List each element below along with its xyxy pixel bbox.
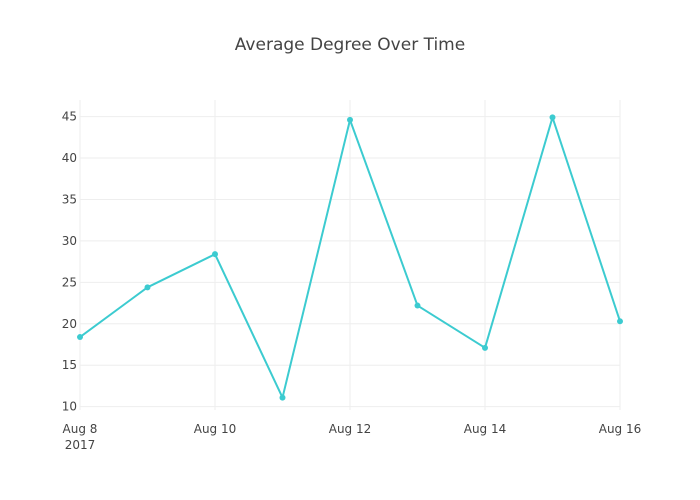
x-tick-label: Aug 14 [464,422,507,436]
data-point[interactable] [549,114,556,121]
series-layer [77,114,623,401]
data-point[interactable] [77,334,83,341]
y-tick-label: 35 [62,192,77,206]
y-tick-label: 10 [62,400,77,414]
data-point[interactable] [347,116,353,123]
data-point[interactable] [279,394,286,401]
x-tick-label: Aug 16 [599,422,642,436]
data-point[interactable] [482,344,488,351]
data-point[interactable] [144,284,151,291]
x-tick-label: Aug 10 [194,422,237,436]
chart-title: Average Degree Over Time [235,35,465,55]
data-point[interactable] [414,302,421,309]
y-tick-label: 20 [62,317,77,331]
y-tick-label: 30 [62,234,77,248]
y-tick-label: 25 [62,275,77,289]
data-point[interactable] [212,251,218,258]
grid-lines [79,100,621,410]
y-tick-label: 40 [62,151,77,165]
x-tick-year-label: 2017 [65,438,96,452]
x-tick-label: Aug 8 [63,422,98,436]
axis-ticks: 10 15 20 25 30 35 40 45 Aug 8 2017 Aug 10 Aug 12 Aug… [62,110,642,452]
y-tick-label: 15 [62,358,77,372]
data-point[interactable] [617,318,623,325]
y-tick-label: 45 [62,110,77,124]
x-tick-label: Aug 12 [329,422,372,436]
